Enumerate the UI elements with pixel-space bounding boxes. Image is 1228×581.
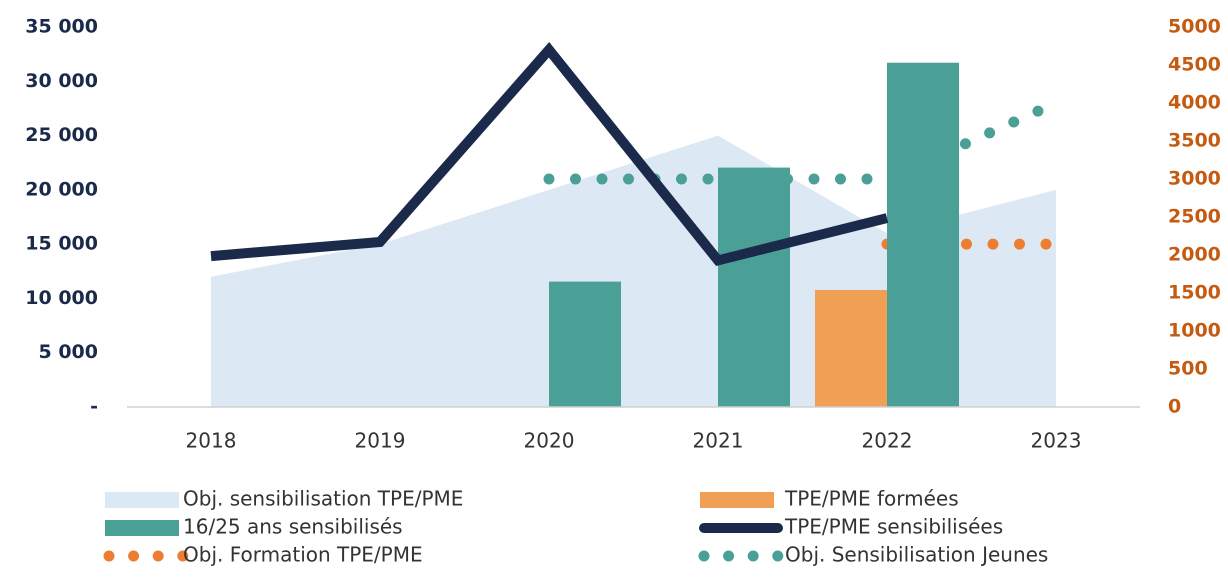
y-tick-label: 10 000 [25,287,98,309]
y2-tick-label: 0 [1168,396,1181,418]
legend-swatch [105,520,179,536]
y-tick-label: - [90,396,98,418]
y2-tick-label: 1500 [1168,282,1221,304]
x-tick-label: 2023 [1031,429,1082,453]
x-tick-label: 2019 [355,429,406,453]
legend-label: TPE/PME sensibilisées [784,515,1003,539]
y2-tick-label: 4000 [1168,92,1221,114]
x-tick-label: 2020 [524,429,575,453]
legend-label: Obj. Formation TPE/PME [183,543,423,567]
legend-label: Obj. sensibilisation TPE/PME [183,487,463,511]
y-tick-label: 5 000 [39,341,99,363]
y2-tick-label: 3000 [1168,168,1221,190]
y-tick-label: 20 000 [25,178,98,200]
y2-tick-label: 4500 [1168,54,1221,76]
y2-tick-label: 2000 [1168,244,1221,266]
y2-tick-label: 3500 [1168,130,1221,152]
y2-tick-label: 2500 [1168,206,1221,228]
y2-tick-label: 1000 [1168,320,1221,342]
y2-tick-label: 500 [1168,358,1208,380]
y-tick-label: 25 000 [25,124,98,146]
bar [887,62,959,407]
line [210,42,889,267]
legend-label: 16/25 ans sensibilisés [183,515,403,539]
legend-swatch [105,492,179,508]
y-tick-label: 15 000 [25,233,98,255]
legend-swatch [700,492,774,508]
dotted-line [543,97,1062,185]
bar [718,167,790,407]
bar [815,289,887,407]
bar [549,281,621,407]
y-tick-label: 30 000 [25,70,98,92]
x-tick-label: 2018 [186,429,237,453]
x-tick-label: 2021 [693,429,744,453]
y2-tick-label: 5000 [1168,16,1221,38]
legend-label: TPE/PME formées [784,487,959,511]
legend-label: Obj. Sensibilisation Jeunes [785,543,1048,567]
y-tick-label: 35 000 [25,16,98,38]
x-tick-label: 2022 [862,429,913,453]
